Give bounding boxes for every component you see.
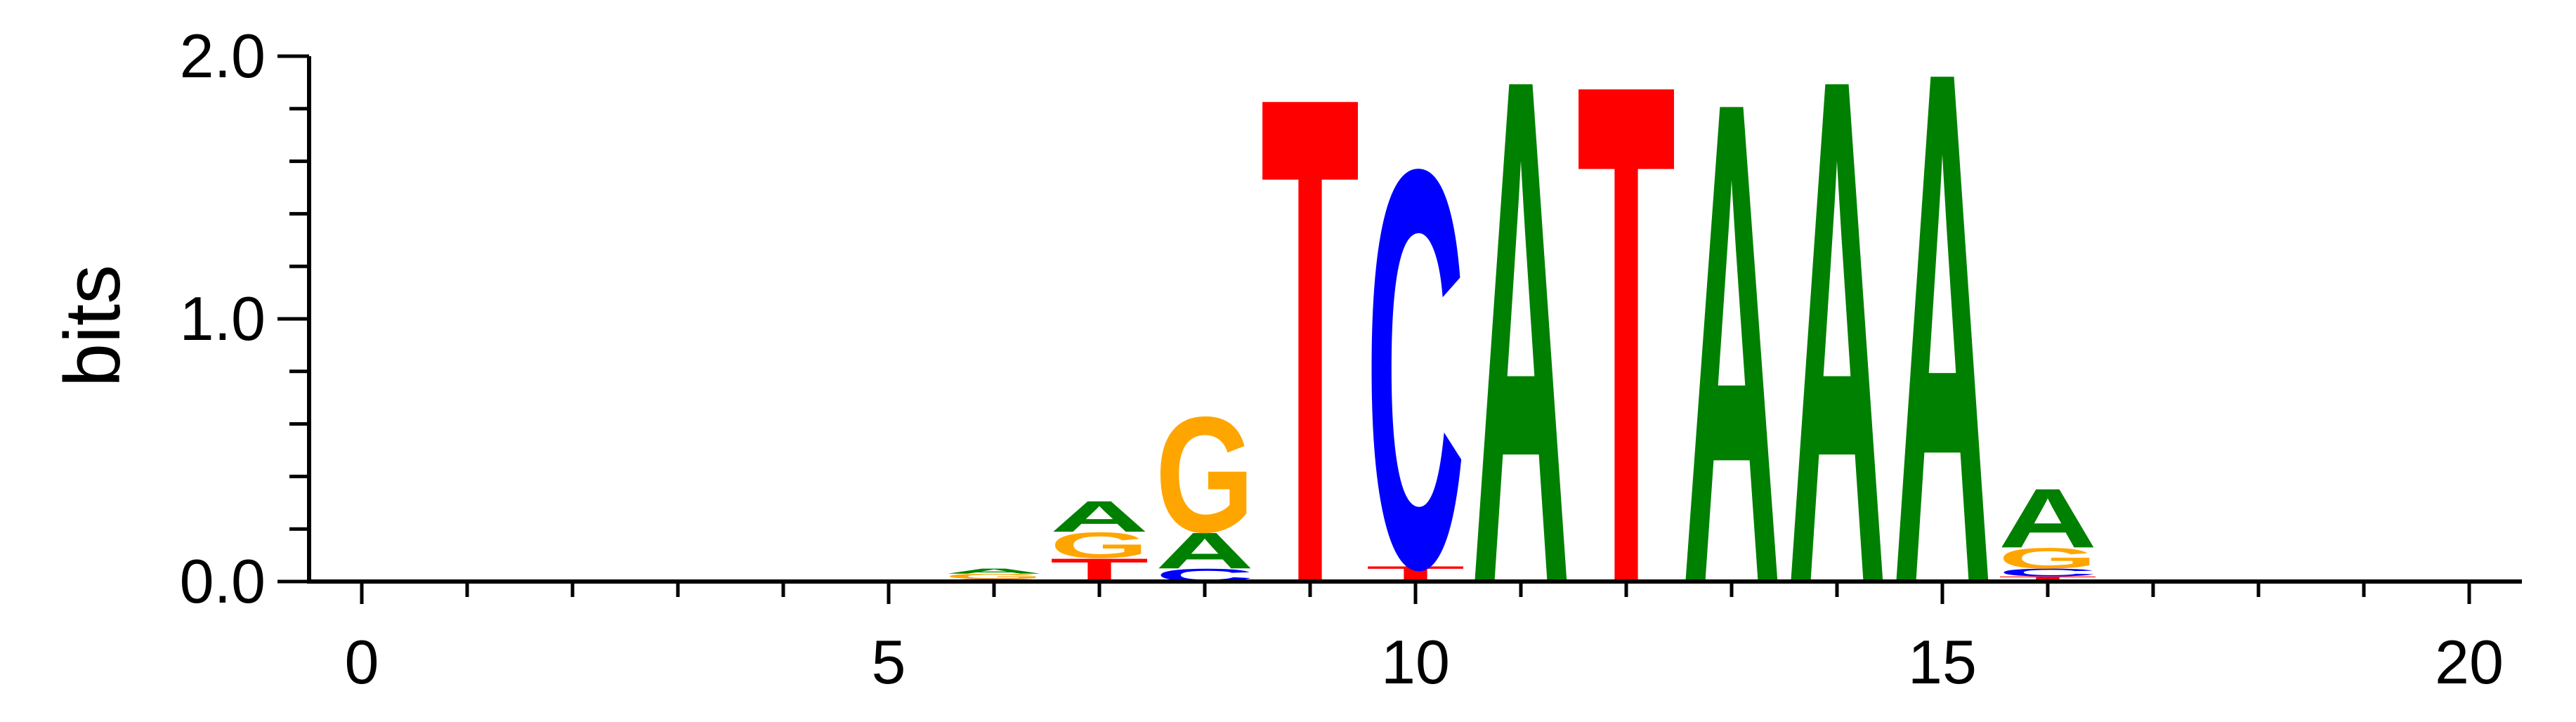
y-tick-label: 2.0 — [180, 21, 266, 91]
logo-glyph-g: G — [1050, 525, 1149, 565]
x-axis-ticks: 0 5 10 15 20 — [345, 582, 2504, 697]
logo-glyph-a: A — [1050, 492, 1149, 541]
logo-glyph-g: G — [1999, 542, 2098, 575]
logo-glyph-a: A — [1156, 523, 1255, 579]
y-tick-label: 0.0 — [180, 546, 266, 616]
logo-glyph-c: C — [1999, 566, 2098, 578]
x-tick-label: 15 — [1908, 627, 1977, 697]
logo-glyph-t: T — [1577, 0, 1676, 722]
y-axis-ticks: 0.0 1.0 2.0 — [180, 21, 309, 616]
x-tick-label: 0 — [345, 627, 379, 697]
x-tick-label: 20 — [2435, 627, 2504, 697]
y-axis-label: bits — [48, 265, 136, 387]
x-tick-label: 5 — [872, 627, 906, 697]
logo-glyph-a: A — [1893, 0, 1992, 722]
logo-glyph-a: A — [1682, 0, 1781, 722]
logo-glyph-a: A — [1999, 471, 2098, 565]
logo-glyph-a: A — [1472, 0, 1571, 722]
axes: 0.0 1.0 2.0 0 5 10 15 20 — [180, 21, 2522, 697]
logo-glyph-g: G — [945, 572, 1044, 581]
logo-glyph-t: T — [1999, 575, 2098, 584]
logo-glyph-a: A — [945, 567, 1044, 575]
x-tick-label: 10 — [1381, 627, 1450, 697]
logo-glyph-t: T — [1261, 0, 1360, 722]
y-tick-label: 1.0 — [180, 284, 266, 353]
logo-glyph-a: A — [1788, 0, 1887, 722]
logo-glyph-g: G — [1156, 383, 1255, 567]
